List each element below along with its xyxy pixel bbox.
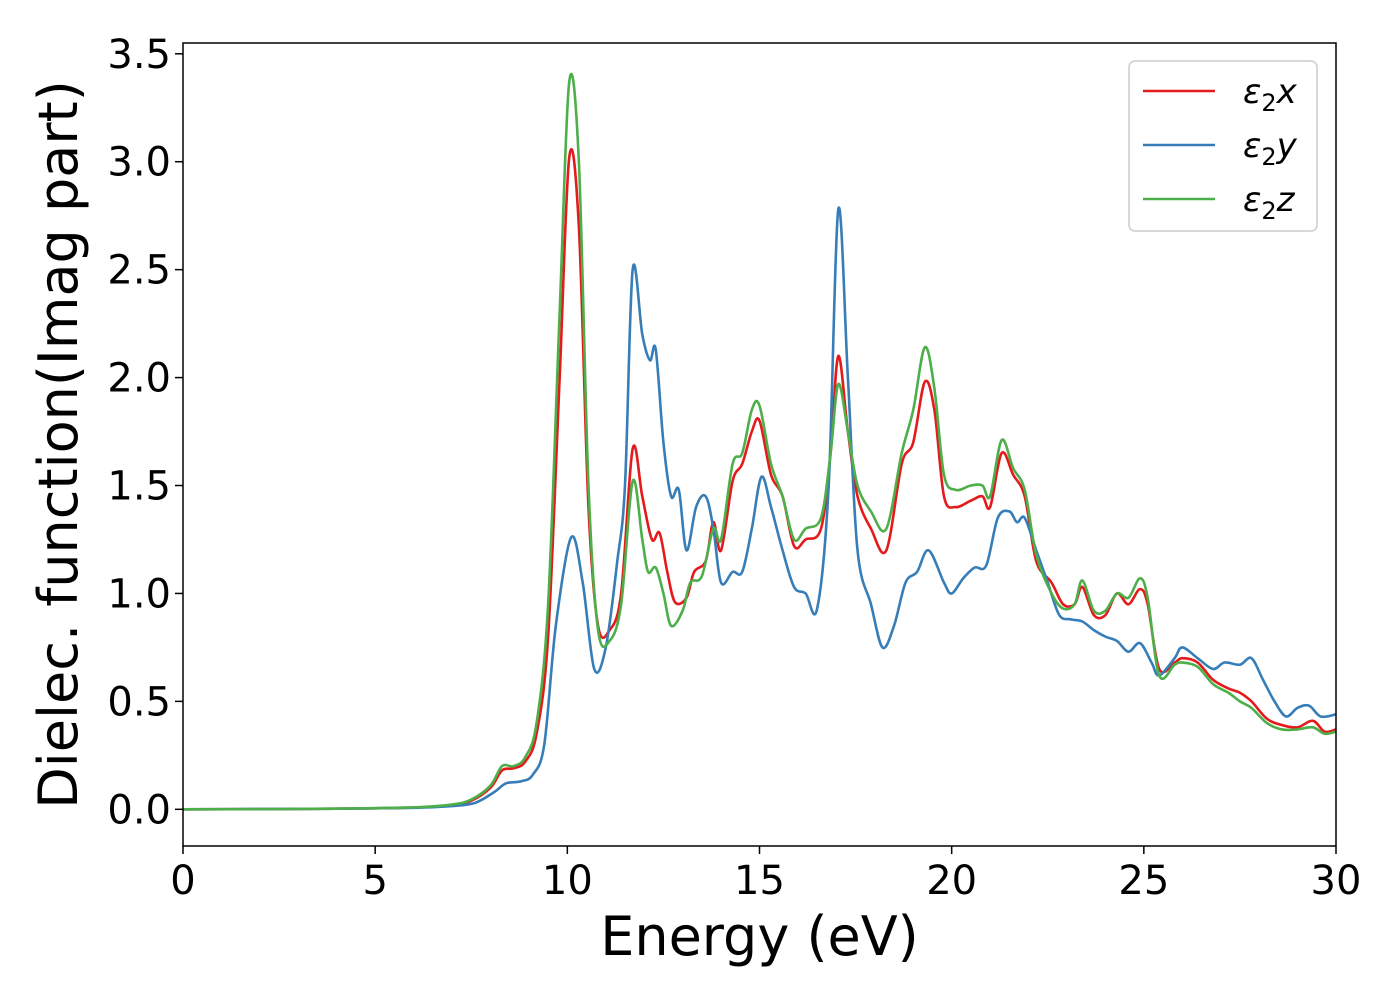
y-tick-label: 2.0 [107,356,171,402]
legend-box [1128,60,1318,232]
x-axis-label: Energy (eV) [600,905,919,968]
legend-item-z: ε2z [1143,180,1296,225]
series-line-y [183,206,1336,811]
legend-label: ε2z [1243,180,1296,225]
series-group [183,72,1336,811]
legend-item-x: ε2x [1143,72,1298,117]
x-tick-label: 10 [542,858,593,904]
y-axis-label: Dielec. function(Imag part) [27,80,90,809]
y-tick-label: 1.0 [107,571,171,617]
y-tick-label: 3.0 [107,140,171,186]
y-axis: 0.0 0.5 1.0 1.5 2.0 2.5 3.0 3.5 [107,32,183,833]
x-tick-label: 5 [362,858,387,904]
x-tick-label: 25 [1118,858,1169,904]
x-tick-label: 30 [1311,858,1362,904]
legend-label: ε2y [1243,126,1298,171]
legend: ε2x ε2y ε2z [1128,60,1318,232]
legend-label: ε2x [1243,72,1298,117]
x-axis: 0 5 10 15 20 25 30 [170,846,1361,904]
series-line-z [183,72,1336,811]
x-tick-label: 15 [734,858,785,904]
x-tick-label: 20 [926,858,977,904]
y-tick-label: 2.5 [107,248,171,294]
x-tick-label: 0 [170,858,195,904]
legend-item-y: ε2y [1143,126,1298,171]
y-tick-label: 0.5 [107,679,171,725]
y-tick-label: 0.0 [107,787,171,833]
y-tick-label: 3.5 [107,32,171,78]
y-tick-label: 1.5 [107,464,171,510]
